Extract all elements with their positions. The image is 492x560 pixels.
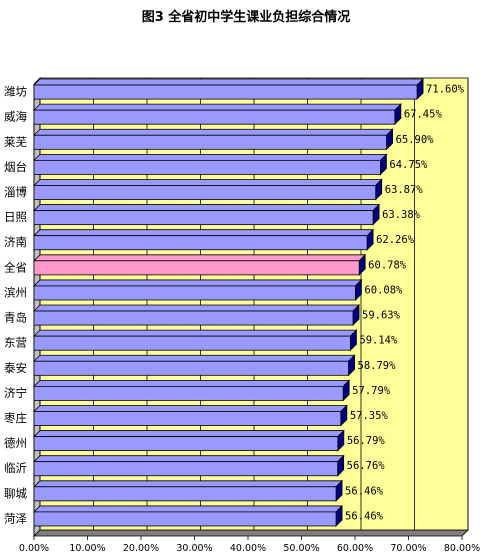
bar <box>33 360 349 376</box>
bar-top-face <box>33 430 345 437</box>
category-label: 滨州 <box>4 285 27 299</box>
bar-top-face <box>33 354 356 362</box>
x-tick-label: 10.00% <box>69 543 105 554</box>
category-label: 济宁 <box>4 386 27 400</box>
x-tick-label: 20.00% <box>123 543 159 554</box>
value-label: 56.46% <box>345 485 384 497</box>
value-label: 57.79% <box>352 385 391 397</box>
value-label: 59.14% <box>359 335 398 347</box>
bar <box>33 260 360 276</box>
bar-top-face <box>33 480 344 488</box>
bar <box>33 511 337 527</box>
category-label: 全省 <box>4 260 27 274</box>
x-tick-label: 30.00% <box>176 543 212 554</box>
bar-top-face <box>33 229 375 237</box>
x-tick-label: 60.00% <box>337 543 373 554</box>
bar <box>33 310 354 326</box>
bar-top-face <box>33 455 345 463</box>
category-label: 烟台 <box>4 160 27 174</box>
bar <box>33 84 418 100</box>
bar-top-face <box>33 204 381 211</box>
category-label: 枣庄 <box>4 411 27 425</box>
bar-top-face <box>33 304 360 312</box>
bar <box>33 411 342 426</box>
bar-top-face <box>33 153 388 161</box>
value-label: 60.78% <box>368 259 407 271</box>
bar-top-face <box>33 103 402 111</box>
bar <box>33 159 381 175</box>
category-label: 临沂 <box>4 461 27 475</box>
category-label: 潍坊 <box>4 85 27 99</box>
bar <box>33 109 396 125</box>
bar-top-face <box>33 254 367 262</box>
value-label: 64.75% <box>389 159 428 171</box>
value-label: 63.38% <box>382 209 421 221</box>
category-label: 青岛 <box>4 311 27 325</box>
value-label: 59.63% <box>362 310 401 322</box>
value-label: 62.26% <box>376 234 415 246</box>
x-tick-label: 40.00% <box>230 543 266 554</box>
bar-top-face <box>33 379 351 387</box>
category-label: 莱芜 <box>4 135 27 149</box>
category-label: 日照 <box>4 210 27 224</box>
bar-top-face <box>33 78 425 86</box>
bar <box>33 235 368 251</box>
bar <box>33 436 339 452</box>
bar <box>33 385 344 401</box>
category-label: 泰安 <box>4 361 27 375</box>
bar <box>33 486 337 502</box>
bar-top-face <box>33 329 358 337</box>
value-label: 65.90% <box>396 134 435 146</box>
bar-top-face <box>33 505 344 513</box>
x-tick-label: 70.00% <box>390 543 426 554</box>
category-label: 东营 <box>4 336 27 350</box>
chart-floor <box>33 529 469 537</box>
value-label: 57.35% <box>350 410 389 422</box>
value-label: 56.79% <box>347 435 386 447</box>
category-label: 济南 <box>4 235 27 249</box>
value-label: 67.45% <box>404 109 443 121</box>
bar <box>33 210 374 226</box>
bar <box>33 461 339 477</box>
bar <box>33 134 387 150</box>
bar-top-face <box>33 405 348 412</box>
chart-title: 图3 全省初中学生课业负担综合情况 <box>141 10 351 25</box>
x-tick-label: 50.00% <box>283 543 319 554</box>
bar <box>33 285 356 301</box>
bar-top-face <box>33 128 394 136</box>
bar-top-face <box>33 179 383 186</box>
value-label: 71.60% <box>426 84 465 96</box>
category-label: 菏泽 <box>4 511 27 525</box>
category-label: 淄博 <box>4 185 27 199</box>
value-label: 63.87% <box>385 184 424 196</box>
category-label: 德州 <box>4 436 27 450</box>
value-label: 60.08% <box>364 284 403 296</box>
value-label: 56.76% <box>347 460 386 472</box>
value-label: 58.79% <box>358 360 397 372</box>
value-label: 56.46% <box>345 510 384 522</box>
bar-top-face <box>33 279 363 287</box>
x-tick-label: 80.00% <box>444 543 480 554</box>
bar <box>33 185 377 200</box>
bar <box>33 335 351 351</box>
category-label: 聊城 <box>4 486 27 500</box>
x-tick-label: 0.00% <box>19 543 49 554</box>
category-label: 威海 <box>4 110 27 124</box>
